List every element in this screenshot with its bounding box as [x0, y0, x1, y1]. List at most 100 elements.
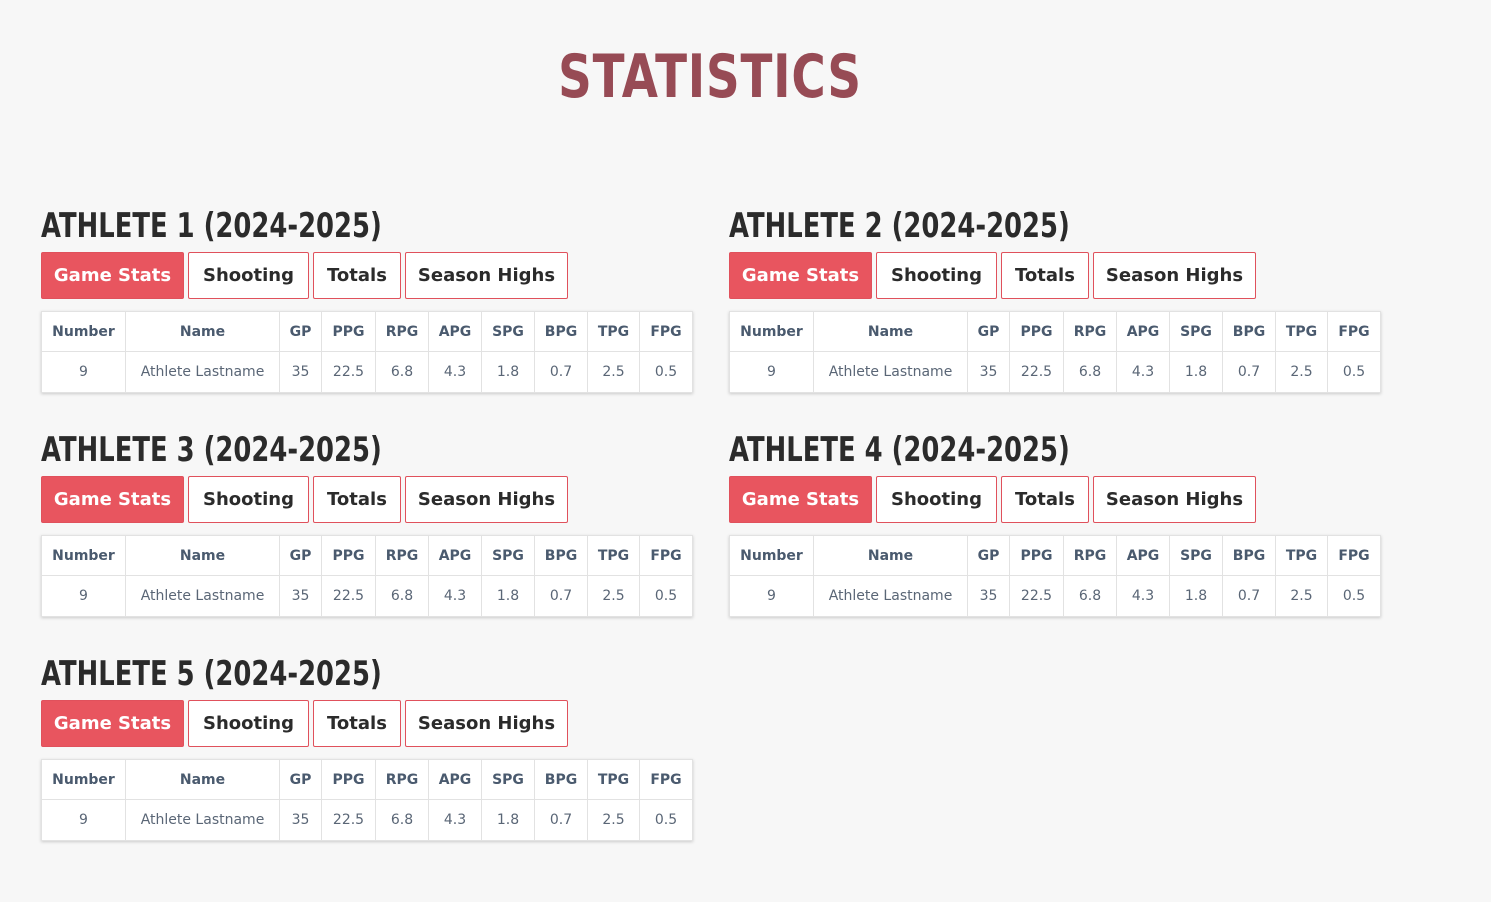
- table-header-row: Number Name GP PPG RPG APG SPG BPG TPG F…: [41, 535, 693, 576]
- column-header-spg: SPG: [1169, 535, 1223, 576]
- table-header-row: Number Name GP PPG RPG APG SPG BPG TPG F…: [41, 311, 693, 352]
- stats-tabs: Game Stats Shooting Totals Season Highs: [729, 476, 1381, 523]
- column-header-name: Name: [813, 535, 968, 576]
- tab-shooting[interactable]: Shooting: [188, 252, 309, 299]
- column-header-ppg: PPG: [1009, 535, 1064, 576]
- column-header-name: Name: [813, 311, 968, 352]
- column-header-number: Number: [729, 535, 814, 576]
- athlete-title: ATHLETE 3 (2024-2025): [41, 430, 382, 470]
- cell-fpg: 0.5: [639, 351, 693, 393]
- column-header-tpg: TPG: [587, 535, 640, 576]
- column-header-gp: GP: [279, 311, 322, 352]
- cell-bpg: 0.7: [534, 575, 588, 617]
- stats-table: Number Name GP PPG RPG APG SPG BPG TPG F…: [729, 311, 1381, 393]
- athlete-title: ATHLETE 1 (2024-2025): [41, 206, 382, 246]
- tab-game-stats[interactable]: Game Stats: [41, 476, 184, 523]
- tab-game-stats[interactable]: Game Stats: [729, 476, 872, 523]
- cell-bpg: 0.7: [1222, 351, 1276, 393]
- table-header-row: Number Name GP PPG RPG APG SPG BPG TPG F…: [41, 759, 693, 800]
- cell-spg: 1.8: [481, 799, 535, 841]
- cell-fpg: 0.5: [1327, 575, 1381, 617]
- tab-totals[interactable]: Totals: [313, 252, 401, 299]
- tab-game-stats[interactable]: Game Stats: [41, 700, 184, 747]
- column-header-name: Name: [125, 759, 280, 800]
- athlete-title: ATHLETE 2 (2024-2025): [729, 206, 1070, 246]
- table-row: 9 Athlete Lastname 35 22.5 6.8 4.3 1.8 0…: [729, 351, 1381, 393]
- cell-number: 9: [41, 799, 126, 841]
- tab-shooting[interactable]: Shooting: [188, 700, 309, 747]
- stats-tabs: Game Stats Shooting Totals Season Highs: [41, 476, 693, 523]
- table-row: 9 Athlete Lastname 35 22.5 6.8 4.3 1.8 0…: [41, 799, 693, 841]
- tab-totals[interactable]: Totals: [1001, 252, 1089, 299]
- cell-name: Athlete Lastname: [125, 351, 280, 393]
- cell-spg: 1.8: [481, 575, 535, 617]
- tab-season-highs[interactable]: Season Highs: [405, 476, 568, 523]
- tab-shooting[interactable]: Shooting: [876, 252, 997, 299]
- column-header-gp: GP: [967, 311, 1010, 352]
- cell-gp: 35: [967, 351, 1010, 393]
- column-header-spg: SPG: [1169, 311, 1223, 352]
- cell-tpg: 2.5: [1275, 575, 1328, 617]
- column-header-fpg: FPG: [639, 759, 693, 800]
- column-header-spg: SPG: [481, 311, 535, 352]
- tab-shooting[interactable]: Shooting: [876, 476, 997, 523]
- cell-rpg: 6.8: [1063, 351, 1117, 393]
- cell-apg: 4.3: [1116, 351, 1170, 393]
- cell-apg: 4.3: [428, 575, 482, 617]
- column-header-apg: APG: [428, 311, 482, 352]
- column-header-tpg: TPG: [587, 759, 640, 800]
- table-header-row: Number Name GP PPG RPG APG SPG BPG TPG F…: [729, 535, 1381, 576]
- tab-totals[interactable]: Totals: [313, 700, 401, 747]
- cell-apg: 4.3: [1116, 575, 1170, 617]
- column-header-ppg: PPG: [321, 311, 376, 352]
- page-title: STATISTICS: [558, 42, 862, 112]
- cell-tpg: 2.5: [587, 575, 640, 617]
- column-header-apg: APG: [1116, 311, 1170, 352]
- column-header-gp: GP: [967, 535, 1010, 576]
- tab-totals[interactable]: Totals: [313, 476, 401, 523]
- cell-fpg: 0.5: [639, 799, 693, 841]
- cell-name: Athlete Lastname: [813, 351, 968, 393]
- tab-game-stats[interactable]: Game Stats: [41, 252, 184, 299]
- cell-ppg: 22.5: [321, 575, 376, 617]
- column-header-rpg: RPG: [1063, 535, 1117, 576]
- tab-game-stats[interactable]: Game Stats: [729, 252, 872, 299]
- column-header-number: Number: [41, 535, 126, 576]
- cell-tpg: 2.5: [587, 799, 640, 841]
- column-header-bpg: BPG: [534, 759, 588, 800]
- cell-ppg: 22.5: [321, 351, 376, 393]
- tab-season-highs[interactable]: Season Highs: [1093, 476, 1256, 523]
- cell-gp: 35: [279, 799, 322, 841]
- cell-number: 9: [41, 575, 126, 617]
- tab-shooting[interactable]: Shooting: [188, 476, 309, 523]
- cell-rpg: 6.8: [375, 351, 429, 393]
- cell-bpg: 0.7: [534, 351, 588, 393]
- column-header-ppg: PPG: [321, 759, 376, 800]
- column-header-tpg: TPG: [1275, 535, 1328, 576]
- column-header-fpg: FPG: [639, 535, 693, 576]
- column-header-rpg: RPG: [375, 535, 429, 576]
- athlete-section-2: ATHLETE 2 (2024-2025) Game Stats Shootin…: [729, 204, 1381, 393]
- column-header-number: Number: [41, 311, 126, 352]
- cell-fpg: 0.5: [1327, 351, 1381, 393]
- cell-name: Athlete Lastname: [125, 799, 280, 841]
- cell-ppg: 22.5: [1009, 351, 1064, 393]
- cell-gp: 35: [279, 351, 322, 393]
- column-header-ppg: PPG: [1009, 311, 1064, 352]
- tab-season-highs[interactable]: Season Highs: [1093, 252, 1256, 299]
- column-header-rpg: RPG: [375, 759, 429, 800]
- column-header-ppg: PPG: [321, 535, 376, 576]
- column-header-number: Number: [729, 311, 814, 352]
- tab-season-highs[interactable]: Season Highs: [405, 252, 568, 299]
- column-header-bpg: BPG: [1222, 311, 1276, 352]
- column-header-apg: APG: [1116, 535, 1170, 576]
- stats-table: Number Name GP PPG RPG APG SPG BPG TPG F…: [41, 535, 693, 617]
- tab-season-highs[interactable]: Season Highs: [405, 700, 568, 747]
- column-header-fpg: FPG: [1327, 535, 1381, 576]
- cell-spg: 1.8: [1169, 351, 1223, 393]
- column-header-rpg: RPG: [1063, 311, 1117, 352]
- cell-name: Athlete Lastname: [125, 575, 280, 617]
- column-header-fpg: FPG: [639, 311, 693, 352]
- cell-gp: 35: [967, 575, 1010, 617]
- tab-totals[interactable]: Totals: [1001, 476, 1089, 523]
